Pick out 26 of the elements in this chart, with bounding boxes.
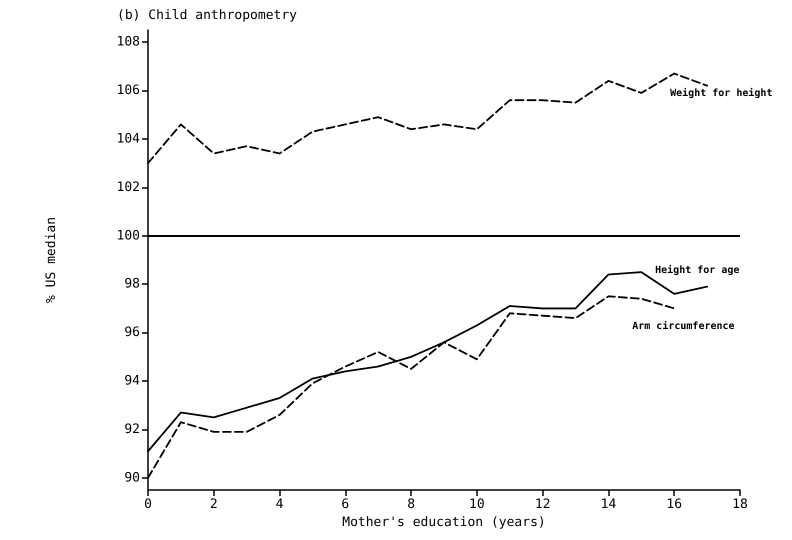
y-tick-label: 108 (116, 34, 140, 50)
y-tick-label: 106 (116, 83, 140, 98)
y-tick-label: 90 (124, 470, 140, 486)
x-tick-label: 6 (341, 497, 350, 512)
x-tick-label: 2 (210, 497, 218, 512)
x-tick-label: 18 (732, 497, 748, 512)
series-label: Weight for height (670, 87, 772, 100)
text: Arm circumference (632, 320, 735, 332)
chart-title: (b) Child anthropometry (117, 8, 298, 23)
x-axis-title: Mother's education (years) (342, 514, 546, 530)
y-tick-label: 96 (124, 325, 140, 340)
y-tick-label: 94 (124, 374, 140, 389)
x-tick-label: 16 (666, 497, 682, 512)
x-tick-label: 4 (276, 497, 284, 512)
x-tick-label: 14 (600, 497, 616, 512)
y-tick-label: 102 (116, 180, 140, 195)
y-tick-label: 98 (124, 276, 140, 292)
y-tick-label: 92 (124, 422, 140, 437)
y-tick-label: 100 (116, 228, 140, 244)
x-tick-label: 12 (534, 497, 550, 512)
x-tick-label: 10 (469, 497, 485, 512)
y-tick-label: 104 (116, 131, 140, 146)
y-axis-title: % US median (44, 216, 59, 304)
x-tick-label: 8 (407, 497, 416, 512)
series-label: Height for age (655, 264, 740, 276)
x-tick-label: 0 (144, 497, 152, 512)
